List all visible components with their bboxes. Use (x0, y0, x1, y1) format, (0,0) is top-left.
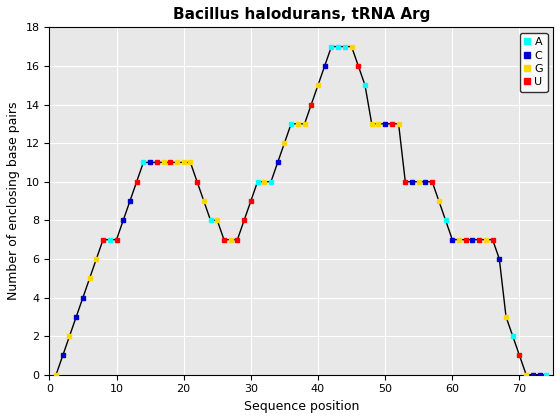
Line: U: U (101, 63, 522, 358)
U (194, 179, 200, 184)
G (160, 160, 167, 165)
U (234, 237, 241, 242)
G (416, 179, 422, 184)
C (496, 257, 503, 262)
C (127, 199, 133, 204)
G (227, 237, 234, 242)
A (140, 160, 147, 165)
C (321, 63, 328, 68)
A (442, 218, 449, 223)
G (375, 121, 382, 126)
U (308, 102, 315, 107)
U (221, 237, 227, 242)
G (456, 237, 463, 242)
A (106, 237, 113, 242)
A (288, 121, 295, 126)
Legend: A, C, G, U: A, C, G, U (520, 33, 548, 92)
U (516, 353, 523, 358)
C (409, 179, 416, 184)
U (402, 179, 409, 184)
G (503, 314, 510, 319)
G (93, 257, 100, 262)
G (200, 199, 207, 204)
G (348, 44, 355, 49)
G (301, 121, 308, 126)
U (133, 179, 140, 184)
A (510, 333, 516, 339)
C (382, 121, 389, 126)
G (315, 83, 321, 88)
U (476, 237, 483, 242)
G (187, 160, 194, 165)
G (295, 121, 301, 126)
C (73, 314, 80, 319)
Title: Bacillus halodurans, tRNA Arg: Bacillus halodurans, tRNA Arg (172, 7, 430, 22)
G (53, 372, 59, 377)
U (489, 237, 496, 242)
X-axis label: Sequence position: Sequence position (244, 400, 359, 413)
U (248, 199, 254, 204)
G (281, 141, 288, 146)
U (355, 63, 362, 68)
A (342, 44, 348, 49)
C (274, 160, 281, 165)
A (207, 218, 214, 223)
Y-axis label: Number of enclosing base pairs: Number of enclosing base pairs (7, 102, 20, 300)
Line: G: G (54, 44, 529, 377)
A (254, 179, 261, 184)
U (429, 179, 436, 184)
G (523, 372, 530, 377)
U (113, 237, 120, 242)
G (261, 179, 268, 184)
G (368, 121, 375, 126)
C (469, 237, 476, 242)
U (463, 237, 469, 242)
G (436, 199, 442, 204)
C (536, 372, 543, 377)
Line: A: A (108, 44, 549, 377)
G (174, 160, 180, 165)
U (167, 160, 174, 165)
U (100, 237, 106, 242)
G (180, 160, 187, 165)
A (335, 44, 342, 49)
G (214, 218, 221, 223)
G (66, 333, 73, 339)
C (80, 295, 86, 300)
U (389, 121, 395, 126)
A (268, 179, 274, 184)
U (241, 218, 248, 223)
A (328, 44, 335, 49)
C (530, 372, 536, 377)
U (153, 160, 160, 165)
Line: C: C (60, 63, 542, 377)
C (422, 179, 429, 184)
C (449, 237, 456, 242)
G (395, 121, 402, 126)
G (86, 276, 93, 281)
G (483, 237, 489, 242)
A (362, 83, 368, 88)
C (147, 160, 153, 165)
C (120, 218, 127, 223)
A (543, 372, 550, 377)
C (59, 353, 66, 358)
